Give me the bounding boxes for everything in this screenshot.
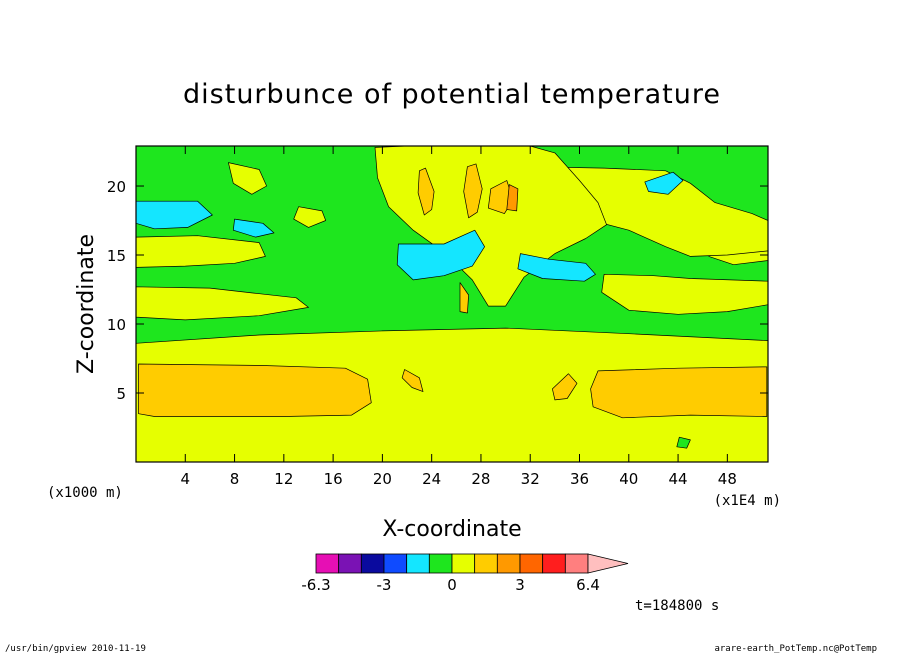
colorbar-tick-label: -6.3 [301, 576, 330, 594]
z-tick-label: 20 [107, 178, 126, 196]
contour-region [401, 369, 424, 392]
contour-region [601, 273, 768, 315]
contour-regions [136, 146, 768, 462]
plot-frame [135, 145, 769, 463]
x-tick-label: 4 [181, 470, 191, 488]
contour-region [396, 229, 485, 281]
contour-region [463, 163, 483, 219]
colorbar-swatch [564, 553, 589, 574]
contour-region [459, 282, 469, 314]
contour-region [644, 171, 684, 195]
colorbar-swatch [519, 553, 544, 574]
contour-region [138, 363, 372, 417]
x-tick-label: 32 [521, 470, 540, 488]
colorbar-swatch [406, 553, 430, 574]
colorbar-tick-label: 3 [515, 576, 525, 594]
x-tick-label: 44 [669, 470, 688, 488]
contour-region [676, 436, 691, 449]
z-unit-label: (x1000 m) [47, 485, 123, 501]
x-axis-ticks: 4 8 12 16 20 24 28 32 36 40 44 48 [181, 146, 737, 488]
colorbar-swatch [474, 553, 498, 574]
x-tick-label: 16 [324, 470, 343, 488]
x-tick-label: 36 [570, 470, 589, 488]
contour-region [417, 167, 435, 216]
colorbar-tick-label: -3 [377, 576, 392, 594]
contour-region [590, 366, 768, 419]
colorbar-swatch [496, 553, 521, 574]
x-tick-label: 20 [373, 470, 392, 488]
time-label: t=184800 s [635, 598, 719, 614]
footer-right: arare-earth_PotTemp.nc@PotTemp [714, 644, 877, 654]
x-tick-label: 48 [718, 470, 737, 488]
chart-title: disturbunce of potential temperature [183, 79, 721, 110]
contour-region [228, 162, 267, 195]
x-tick-label: 40 [619, 470, 638, 488]
contour-region [506, 184, 519, 212]
contour-region [136, 327, 768, 462]
colorbar-swatch [338, 553, 362, 574]
footer-left: /usr/bin/gpview 2010-11-19 [5, 644, 146, 654]
colorbar-tick-label: 0 [447, 576, 457, 594]
colorbar-swatch [360, 553, 385, 574]
colorbar-tick-label: 6.4 [576, 576, 600, 594]
x-unit-label: (x1E4 m) [714, 493, 781, 509]
contour-region [517, 253, 596, 282]
contour-region [136, 286, 309, 321]
x-tick-label: 28 [471, 470, 490, 488]
z-tick-label: 10 [107, 316, 126, 334]
colorbar-swatch [542, 553, 566, 574]
z-tick-label: 5 [116, 385, 126, 403]
colorbar-swatch [451, 553, 476, 574]
contour-region [374, 146, 607, 307]
colorbar-swatch [428, 553, 453, 574]
x-tick-label: 8 [230, 470, 240, 488]
x-tick-label: 12 [274, 470, 293, 488]
contour-region [293, 206, 327, 228]
contour-region [552, 373, 578, 401]
colorbar: -6.3 -3 0 3 6.4 [301, 553, 629, 594]
colorbar-overflow-arrow [587, 553, 629, 574]
x-axis-label: X-coordinate [382, 517, 521, 542]
x-tick-label: 24 [422, 470, 441, 488]
colorbar-swatch [315, 553, 340, 574]
y-axis-label: Z-coordinate [74, 234, 99, 374]
contour-region [136, 235, 266, 268]
plot-area [136, 146, 768, 462]
z-tick-label: 15 [107, 247, 126, 265]
colorbar-swatch [383, 553, 408, 574]
z-axis-ticks: 5 10 15 20 [107, 178, 768, 403]
contour-region [232, 218, 275, 238]
contour-region [136, 200, 213, 230]
